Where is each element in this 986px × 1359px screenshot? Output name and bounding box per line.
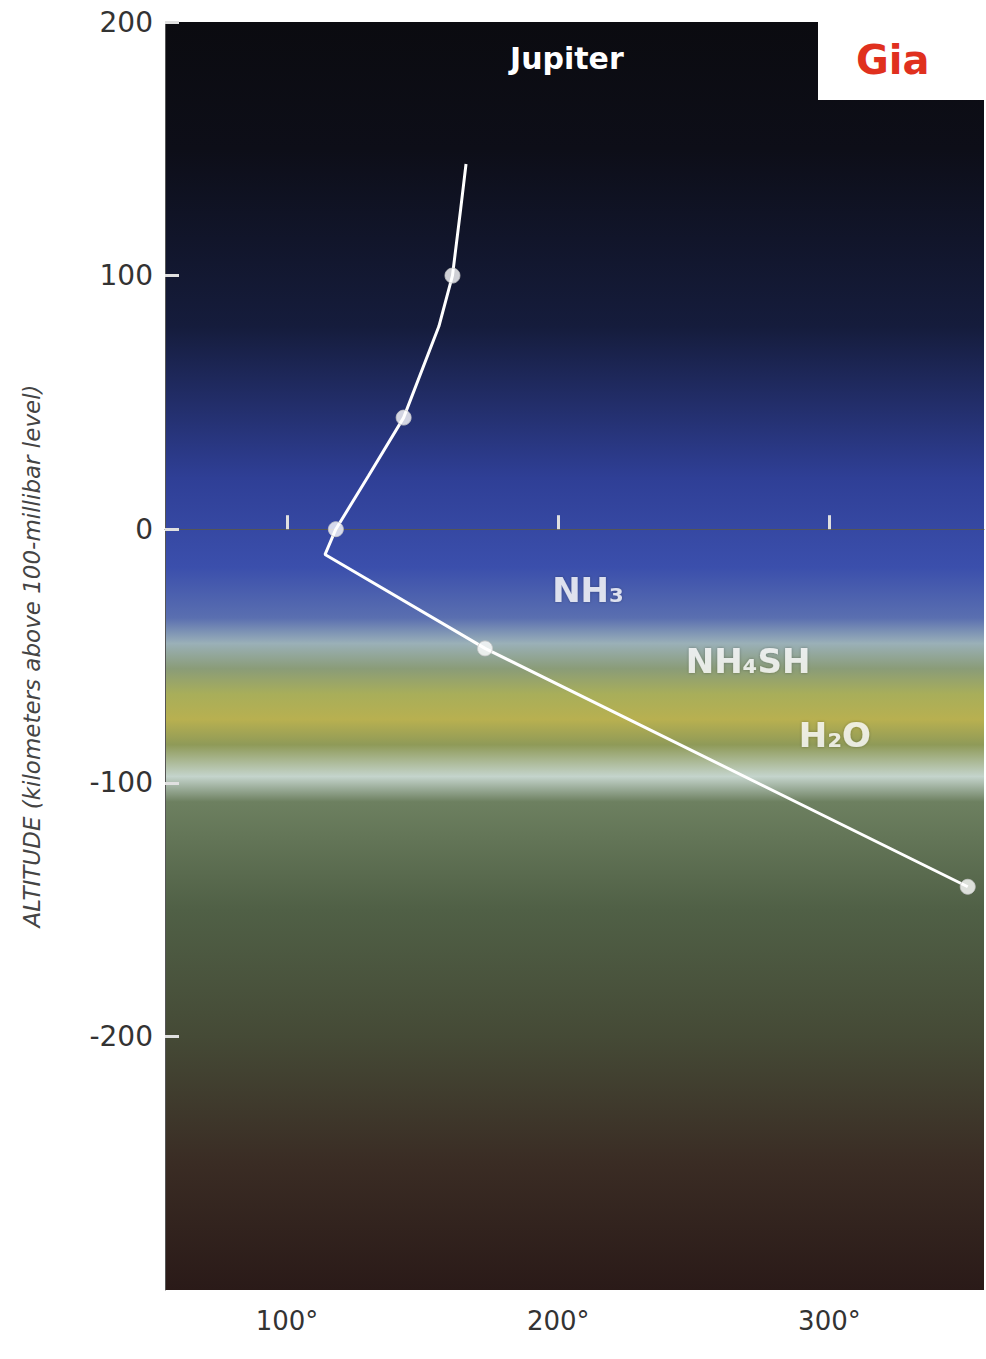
- svg-text:Gia: Gia: [856, 37, 930, 83]
- svg-text:300°: 300°: [798, 1306, 861, 1336]
- svg-text:NH₄SH: NH₄SH: [686, 641, 811, 681]
- svg-text:ALTITUDE (kilometers above 100: ALTITUDE (kilometers above 100-millibar …: [19, 384, 45, 929]
- svg-text:Jupiter: Jupiter: [508, 41, 624, 76]
- svg-text:NH₃: NH₃: [552, 570, 624, 610]
- svg-text:H₂O: H₂O: [799, 715, 871, 755]
- svg-text:0: 0: [135, 513, 153, 546]
- svg-text:200: 200: [100, 6, 153, 39]
- svg-text:100: 100: [100, 259, 153, 292]
- svg-text:100°: 100°: [256, 1306, 319, 1336]
- svg-text:200°: 200°: [527, 1306, 590, 1336]
- svg-text:-100: -100: [89, 766, 153, 799]
- svg-text:-200: -200: [89, 1020, 153, 1053]
